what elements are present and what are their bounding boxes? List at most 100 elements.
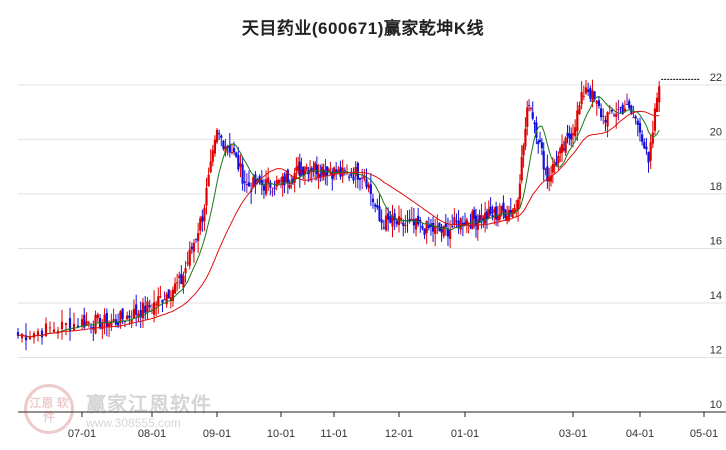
candle-body	[560, 144, 564, 153]
candle-body	[502, 202, 505, 211]
candle-body	[199, 218, 202, 231]
candle-body	[343, 170, 346, 172]
candle-body	[146, 301, 149, 312]
candle-body	[540, 142, 543, 149]
candle-body	[361, 177, 364, 179]
candle-body	[269, 182, 272, 188]
candle-body	[593, 91, 596, 100]
candle-body	[137, 313, 140, 318]
candle-body	[363, 175, 366, 179]
candle-body	[298, 161, 301, 176]
candle-body	[440, 226, 443, 233]
candle-body	[295, 167, 298, 171]
candle-body	[205, 188, 208, 206]
y-tick-label: 18	[710, 181, 722, 193]
candle-body	[315, 165, 319, 174]
candle-body	[165, 294, 168, 305]
candle-body	[28, 337, 32, 340]
candle-body	[275, 179, 278, 187]
candle-body	[239, 163, 242, 167]
candle-body	[303, 170, 307, 175]
candle-body	[243, 181, 246, 183]
candle-body	[76, 325, 80, 328]
candle-body	[584, 87, 588, 94]
candle-body	[264, 179, 268, 195]
candle-body	[427, 225, 430, 229]
candle-body	[235, 152, 238, 157]
candle-body	[329, 171, 332, 175]
candle-body	[254, 174, 257, 186]
candle-body	[211, 150, 214, 162]
candle-body	[237, 155, 240, 170]
y-tick-label: 22	[710, 72, 722, 84]
candle-body	[194, 238, 198, 240]
candle-body	[495, 206, 498, 220]
candle-body	[365, 179, 368, 187]
candle-body	[442, 225, 445, 237]
watermark-url: www.308555.com	[86, 416, 181, 430]
candle-body	[553, 164, 556, 167]
x-tick-label: 11-01	[320, 428, 347, 440]
candle-body	[434, 226, 437, 234]
candle-body	[327, 169, 330, 172]
candle-body	[141, 302, 145, 319]
candle-body	[273, 187, 276, 190]
candle-body	[522, 145, 525, 156]
candle-body	[252, 177, 255, 188]
candle-body	[655, 97, 659, 113]
candle-body	[107, 323, 111, 328]
candle-body	[101, 322, 104, 330]
candle-body	[469, 225, 472, 228]
candle-body	[215, 129, 219, 143]
candle-body	[87, 322, 90, 324]
y-tick-label: 14	[710, 290, 722, 302]
candle-body	[222, 140, 225, 149]
candle-body	[597, 100, 601, 107]
candle-body	[319, 174, 322, 177]
candle-body	[283, 177, 286, 186]
candle-body	[641, 134, 644, 142]
candle-body	[580, 91, 583, 105]
candle-body	[623, 108, 626, 112]
candle-body	[169, 297, 172, 301]
candle-body	[658, 86, 661, 103]
candle-body	[395, 220, 398, 225]
candle-body	[352, 176, 355, 181]
candle-body	[463, 222, 467, 226]
candle-body	[152, 302, 156, 315]
x-tick-label: 01-01	[451, 428, 479, 440]
candle-body	[322, 169, 325, 176]
candle-body	[487, 209, 490, 219]
x-tick-label: 07-01	[68, 428, 96, 440]
candle-body	[509, 209, 512, 214]
candle-body	[619, 107, 622, 109]
candle-body	[68, 318, 72, 332]
candle-body	[374, 204, 377, 207]
candle-body	[610, 109, 614, 112]
candle-body	[630, 105, 633, 115]
candle-body	[391, 216, 394, 227]
candle-body	[417, 215, 420, 225]
candle-body	[568, 133, 571, 139]
candle-body	[404, 224, 407, 227]
candle-body	[339, 166, 342, 177]
candle-body	[559, 148, 562, 154]
candle-body	[589, 87, 592, 99]
candle-body	[544, 169, 547, 171]
candle-body	[130, 320, 133, 323]
candle-body	[574, 127, 577, 137]
candle-body	[121, 308, 124, 320]
candle-body	[485, 211, 489, 220]
candle-body	[173, 283, 177, 294]
candle-body	[192, 242, 196, 252]
candle-body	[617, 109, 620, 111]
candle-body	[615, 113, 618, 117]
candle-body	[24, 335, 28, 341]
candle-body	[167, 289, 170, 299]
candle-body	[571, 133, 575, 136]
candle-body	[529, 107, 532, 110]
candle-body	[414, 218, 418, 230]
candle-body	[564, 137, 567, 153]
y-tick-label: 10	[710, 399, 722, 411]
